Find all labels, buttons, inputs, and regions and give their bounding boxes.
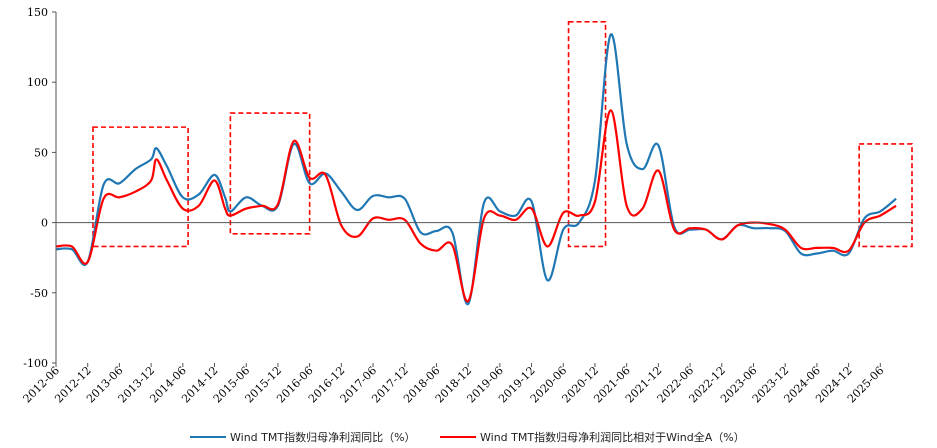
highlight-box-3 — [567, 21, 607, 248]
y-tick-label: 0 — [41, 217, 48, 230]
highlight-boxes — [92, 21, 913, 248]
y-tick-label: -50 — [30, 287, 48, 300]
highlight-box-2 — [229, 112, 311, 235]
series-line-2 — [55, 109, 897, 303]
highlight-box-1 — [92, 126, 189, 248]
legend-label-series-2: Wind TMT指数归母净利润同比相对于Wind全A（%） — [480, 430, 745, 444]
y-tick-label: -100 — [23, 357, 48, 370]
y-tick-label: 50 — [34, 146, 48, 159]
legend: Wind TMT指数归母净利润同比（%） Wind TMT指数归母净利润同比相对… — [190, 430, 745, 444]
series-lines — [55, 33, 897, 306]
x-tick-labels: 2012-062012-122013-062013-122014-062014-… — [21, 363, 886, 405]
legend-label-series-1: Wind TMT指数归母净利润同比（%） — [230, 430, 416, 444]
y-tick-label: 150 — [27, 6, 48, 19]
axes — [55, 12, 912, 363]
y-tick-label: 100 — [27, 76, 48, 89]
y-tick-labels: -100 -50 0 50 100 150 — [23, 6, 56, 370]
series-line-1 — [55, 33, 897, 306]
highlight-box-4 — [858, 143, 913, 248]
